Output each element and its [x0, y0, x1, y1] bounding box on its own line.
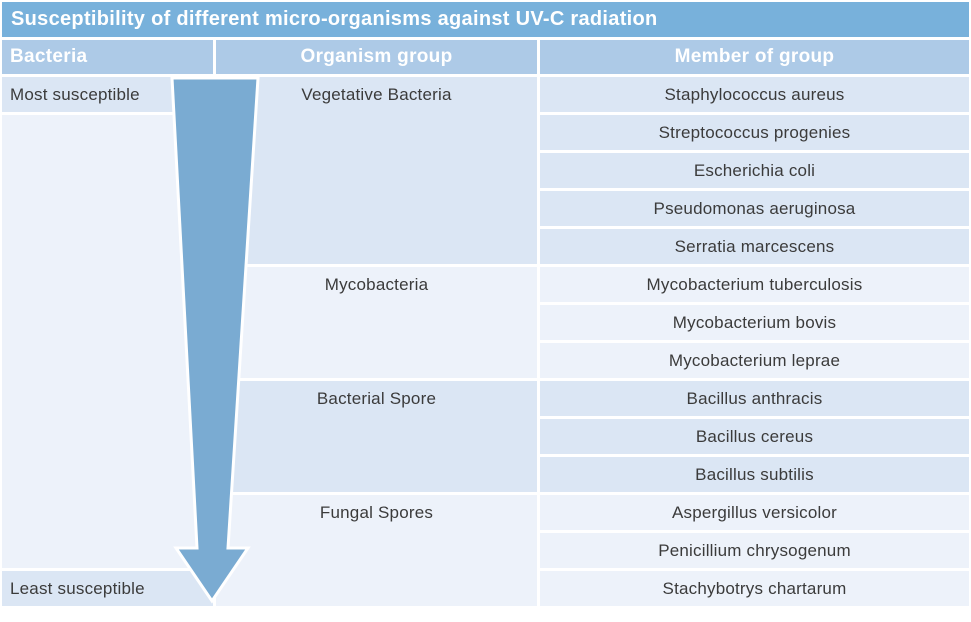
- member-cell: Mycobacterium bovis: [540, 305, 969, 340]
- member-cell: Aspergillus versicolor: [540, 495, 969, 530]
- column-header-organism-group: Organism group: [216, 40, 537, 74]
- susceptibility-scale-background: [2, 115, 213, 568]
- column-header-bacteria: Bacteria: [2, 40, 213, 74]
- group-cell-bacterial-spore: Bacterial Spore: [216, 381, 537, 492]
- most-susceptible-label: Most susceptible: [2, 77, 213, 112]
- least-susceptible-label: Least susceptible: [2, 571, 213, 606]
- member-cell: Serratia marcescens: [540, 229, 969, 264]
- group-cell-vegetative-bacteria: Vegetative Bacteria: [216, 77, 537, 264]
- member-cell: Stachybotrys chartarum: [540, 571, 969, 606]
- group-cell-fungal-spores: Fungal Spores: [216, 495, 537, 606]
- member-cell: Bacillus anthracis: [540, 381, 969, 416]
- member-cell: Escherichia coli: [540, 153, 969, 188]
- member-cell: Bacillus subtilis: [540, 457, 969, 492]
- column-header-member-of-group: Member of group: [540, 40, 969, 74]
- member-cell: Penicillium chrysogenum: [540, 533, 969, 568]
- member-cell: Pseudomonas aeruginosa: [540, 191, 969, 226]
- page-title: Susceptibility of different micro-organi…: [2, 2, 969, 37]
- group-cell-mycobacteria: Mycobacteria: [216, 267, 537, 378]
- member-cell: Mycobacterium tuberculosis: [540, 267, 969, 302]
- member-cell: Streptococcus progenies: [540, 115, 969, 150]
- member-cell: Staphylococcus aureus: [540, 77, 969, 112]
- member-cell: Mycobacterium leprae: [540, 343, 969, 378]
- member-cell: Bacillus cereus: [540, 419, 969, 454]
